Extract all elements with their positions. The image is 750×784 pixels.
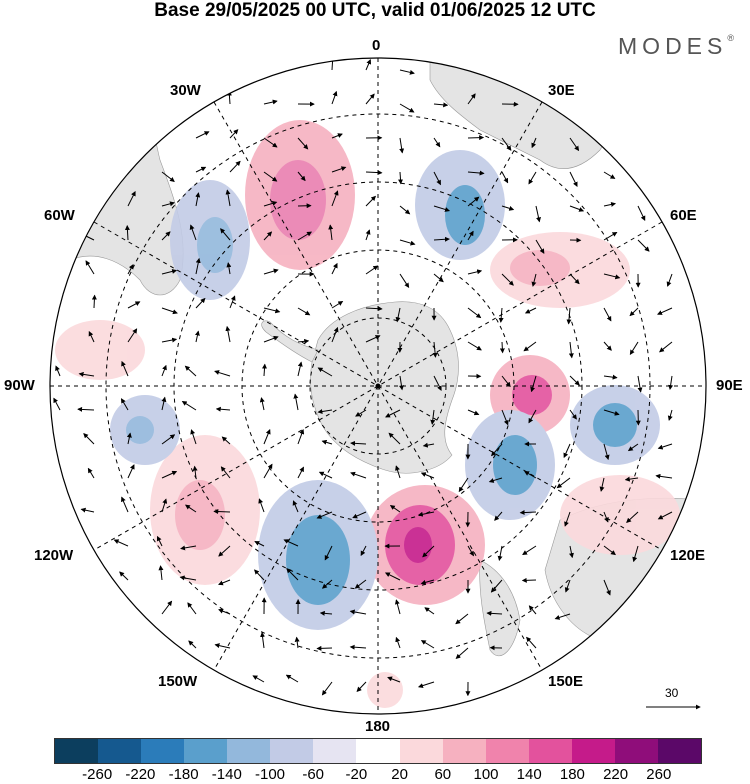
meridian-label-120w: 120W — [34, 547, 73, 564]
wind-vector-arrow — [521, 512, 537, 513]
meridian-label-0: 0 — [372, 37, 380, 54]
pole-marker — [376, 384, 381, 389]
meridian-label-120e: 120E — [670, 547, 705, 564]
colorbar-tick-label: 220 — [603, 766, 628, 783]
colorbar-swatch — [227, 739, 270, 763]
colorbar-swatch — [184, 739, 227, 763]
wind-vector-arrow — [214, 511, 230, 512]
south-america-land — [40, 60, 183, 295]
colorbar-tick-label: 260 — [646, 766, 671, 783]
colorbar-tick-label: -140 — [212, 766, 242, 783]
meridian-label-60w: 60W — [44, 207, 75, 224]
meridian-label-30e: 30E — [548, 82, 575, 99]
meridian-label-150w: 150W — [158, 673, 197, 690]
colorbar-tick-label: 20 — [391, 766, 408, 783]
colorbar-tick-label: 140 — [517, 766, 542, 783]
colorbar-tick-label: 60 — [434, 766, 451, 783]
brand-logo: MODES® — [618, 33, 734, 60]
colorbar-tick-label: -220 — [125, 766, 155, 783]
colorbar-swatch — [98, 739, 141, 763]
meridian-label-90e: 90E — [716, 377, 743, 394]
colorbar-swatch — [55, 739, 98, 763]
wind-vector-arrow — [502, 342, 503, 353]
colorbar-tick-label: -20 — [346, 766, 368, 783]
colorbar-tick-label: -260 — [82, 766, 112, 783]
colorbar-tick-label: -100 — [255, 766, 285, 783]
colorbar-swatch — [356, 739, 399, 763]
colorbar-tick-label: -60 — [302, 766, 324, 783]
map-field-layer — [40, 50, 720, 730]
colorbar-swatch — [313, 739, 356, 763]
meridian-label-60e: 60E — [670, 207, 697, 224]
colorbar-swatch — [400, 739, 443, 763]
colorbar-swatch — [572, 739, 615, 763]
colorbar — [54, 738, 702, 764]
colorbar-ticks: -260 -220 -180 -140 -100 -60 -20 20 60 100 140 180 2… — [0, 766, 750, 784]
wind-vector-arrow — [94, 295, 95, 308]
meridian-label-180: 180 — [365, 718, 390, 735]
colorbar-swatch — [486, 739, 529, 763]
meridian-label-30w: 30W — [170, 82, 201, 99]
wind-vector-arrow — [317, 648, 332, 649]
map-title: Base 29/05/2025 00 UTC, valid 01/06/2025… — [0, 0, 750, 22]
colorbar-swatch — [529, 739, 572, 763]
colorbar-swatch — [141, 739, 184, 763]
colorbar-tick-label: 180 — [560, 766, 585, 783]
meridian-label-90w: 90W — [4, 377, 35, 394]
colorbar-swatch — [270, 739, 313, 763]
colorbar-swatch — [658, 739, 701, 763]
meridian-label-150e: 150E — [548, 673, 583, 690]
wind-vector-arrow — [468, 138, 483, 139]
wind-vector-arrow — [523, 580, 536, 581]
colorbar-swatch — [615, 739, 658, 763]
colorbar-tick-label: 100 — [473, 766, 498, 783]
colorbar-swatch — [443, 739, 486, 763]
colorbar-tick-label: -180 — [169, 766, 199, 783]
vector-scale-label: 30 — [665, 686, 678, 700]
